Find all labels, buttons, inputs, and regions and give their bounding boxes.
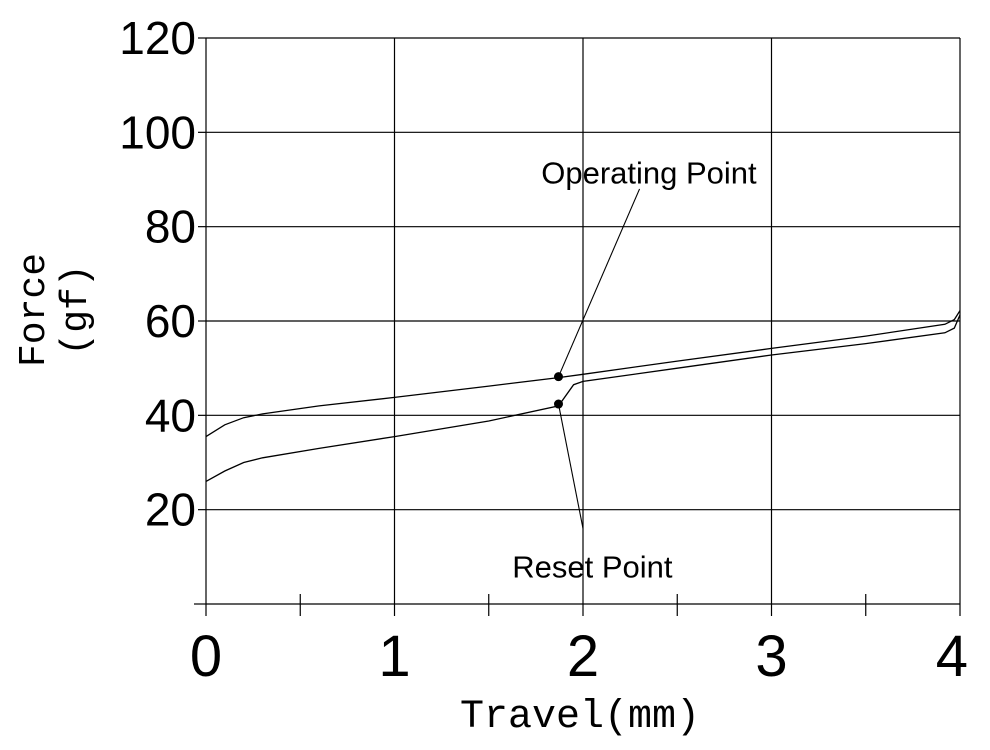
annotation-marker-2 xyxy=(553,399,563,409)
x-tick-label: 4 xyxy=(936,624,968,689)
y-tick-label: 40 xyxy=(145,389,196,441)
x-tick-label: 3 xyxy=(755,624,787,689)
y-tick-label: 120 xyxy=(119,12,196,64)
annotation-label-2: Reset Point xyxy=(512,549,673,584)
y-tick-label: 20 xyxy=(145,484,196,536)
tick-marks xyxy=(194,37,961,616)
grid-layer xyxy=(205,37,961,605)
tick-labels: 20 40 60 80 100 120 0 1 2 3 4 xyxy=(119,12,968,689)
y-tick-label: 60 xyxy=(145,295,196,347)
x-tick-label: 1 xyxy=(378,624,410,689)
series-line-2 xyxy=(205,314,961,482)
x-axis-title: Travel(mm) xyxy=(460,695,700,740)
y-axis-title-line-2: (gf) xyxy=(55,264,98,355)
x-tick-label: 0 xyxy=(190,624,222,689)
x-tick-label: 2 xyxy=(567,624,599,689)
annotation-layer: Operating Point Reset Point xyxy=(512,155,757,584)
y-axis-title-line-1: Force xyxy=(13,253,56,367)
y-tick-label: 100 xyxy=(119,106,196,158)
y-axis-title: Force (gf) xyxy=(13,253,98,367)
y-tick-label: 80 xyxy=(145,201,196,253)
annotation-leader-2 xyxy=(557,403,584,529)
annotation-marker-1 xyxy=(553,372,563,382)
annotation-leader-1 xyxy=(557,188,641,377)
annotation-label-1: Operating Point xyxy=(541,155,757,190)
